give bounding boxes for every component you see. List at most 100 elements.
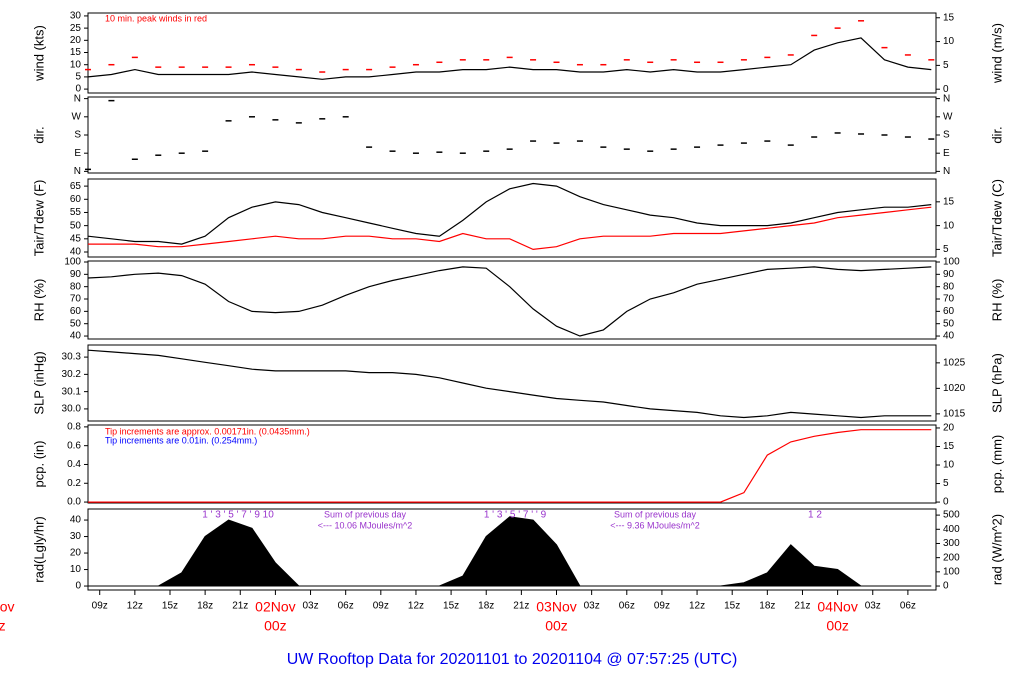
y-tick-label: 15 bbox=[70, 47, 82, 58]
y-tick-label: 30.0 bbox=[62, 404, 82, 415]
y-tick-label: 45 bbox=[70, 233, 82, 244]
day-label: 04Nov bbox=[817, 599, 857, 615]
y-tick-label: 0.4 bbox=[67, 459, 81, 470]
y2-tick-label: 60 bbox=[943, 306, 955, 317]
x-tick-label: 09z bbox=[654, 601, 670, 612]
y-tick-label: W bbox=[72, 111, 82, 122]
y2-tick-label: 1015 bbox=[943, 408, 966, 419]
x-tick-label: 12z bbox=[408, 601, 424, 612]
y2-tick-label: 20 bbox=[943, 423, 955, 434]
y-tick-label: 0 bbox=[75, 581, 81, 592]
panel-frame bbox=[87, 344, 937, 422]
y2-tick-label: 10 bbox=[943, 36, 955, 47]
y-tick-label: 100 bbox=[64, 257, 81, 268]
y2-tick-label: 400 bbox=[943, 524, 960, 535]
x-tick-label: 06z bbox=[619, 601, 635, 612]
y-tick-label: 40 bbox=[70, 247, 82, 258]
y2-tick-label: 10 bbox=[943, 220, 955, 231]
y-tick-label: 0.2 bbox=[67, 478, 81, 489]
y-tick-label: S bbox=[74, 130, 81, 141]
x-tick-label: 09z bbox=[92, 601, 108, 612]
y2-tick-label: 15 bbox=[943, 196, 955, 207]
y2-tick-label: 15 bbox=[943, 441, 955, 452]
x-tick-label: 09z bbox=[373, 601, 389, 612]
panel-frame bbox=[87, 96, 937, 174]
x-tick-label: 18z bbox=[197, 601, 213, 612]
y-tick-label: 20 bbox=[70, 548, 82, 559]
x-tick-label: 03z bbox=[584, 601, 600, 612]
y-tick-label: 0.6 bbox=[67, 440, 81, 451]
y-axis-label: SLP (inHg) bbox=[31, 351, 46, 414]
y2-tick-label: 70 bbox=[943, 294, 955, 305]
x-tick-label: 06z bbox=[900, 601, 916, 612]
x-tick-label: 03z bbox=[865, 601, 881, 612]
day-time-label: 00z bbox=[0, 618, 6, 634]
annotation: Sum of previous day bbox=[614, 509, 697, 519]
y-axis-label: RH (%) bbox=[31, 279, 46, 322]
panel-frame bbox=[87, 260, 937, 340]
y2-axis-label: Tair/Tdew (C) bbox=[989, 179, 1004, 257]
y-axis-label: dir. bbox=[31, 126, 46, 143]
day-label: 02Nov bbox=[255, 599, 295, 615]
annotation: <--- 10.06 MJoules/m^2 bbox=[318, 520, 413, 530]
y-tick-label: 50 bbox=[70, 318, 82, 329]
y-axis-label: pcp. (in) bbox=[31, 441, 46, 488]
y2-tick-label: N bbox=[943, 93, 950, 104]
annotation: 10 min. peak winds in red bbox=[105, 13, 207, 23]
x-tick-label: 15z bbox=[724, 601, 740, 612]
x-tick-label: 06z bbox=[338, 601, 354, 612]
y2-axis-label: dir. bbox=[989, 126, 1004, 143]
x-tick-label: 18z bbox=[478, 601, 494, 612]
y2-tick-label: W bbox=[943, 111, 953, 122]
day-time-label: 00z bbox=[826, 618, 849, 634]
y2-axis-label: wind (m/s) bbox=[989, 23, 1004, 84]
y2-tick-label: 300 bbox=[943, 538, 960, 549]
y-tick-label: 55 bbox=[70, 207, 82, 218]
y-tick-label: 10 bbox=[70, 564, 82, 575]
annotation: <--- 9.36 MJoules/m^2 bbox=[610, 520, 700, 530]
y2-tick-label: 100 bbox=[943, 566, 960, 577]
y2-tick-label: 5 bbox=[943, 478, 949, 489]
series-line bbox=[87, 182, 932, 245]
day-time-label: 00z bbox=[264, 618, 287, 634]
y-tick-label: E bbox=[74, 148, 81, 159]
y2-axis-label: pcp. (mm) bbox=[989, 435, 1004, 494]
x-tick-label: 12z bbox=[689, 601, 705, 612]
x-tick-label: 15z bbox=[162, 601, 178, 612]
y2-tick-label: 500 bbox=[943, 510, 960, 521]
y-axis-label: Tair/Tdew (F) bbox=[31, 180, 46, 257]
y-tick-label: 0.8 bbox=[67, 422, 81, 433]
x-tick-label: 21z bbox=[794, 601, 810, 612]
y2-tick-label: 200 bbox=[943, 552, 960, 563]
y2-axis-label: rad (W/m^2) bbox=[989, 514, 1004, 585]
y-tick-label: 65 bbox=[70, 181, 82, 192]
y2-axis-label: SLP (hPa) bbox=[989, 353, 1004, 413]
series-line bbox=[87, 37, 932, 80]
x-tick-label: 18z bbox=[759, 601, 775, 612]
y2-tick-label: N bbox=[943, 166, 950, 177]
y2-tick-label: 10 bbox=[943, 460, 955, 471]
y2-tick-label: 40 bbox=[943, 331, 955, 342]
y-tick-label: 90 bbox=[70, 269, 82, 280]
day-label: 03Nov bbox=[536, 599, 576, 615]
y-tick-label: 30 bbox=[70, 11, 82, 22]
x-tick-label: 21z bbox=[513, 601, 529, 612]
y-tick-label: 20 bbox=[70, 35, 82, 46]
y-tick-label: 60 bbox=[70, 194, 82, 205]
y-tick-label: 40 bbox=[70, 331, 82, 342]
y-tick-label: 30 bbox=[70, 531, 82, 542]
y2-tick-label: 0 bbox=[943, 581, 949, 592]
y-tick-label: 80 bbox=[70, 281, 82, 292]
y-tick-label: 30.3 bbox=[62, 352, 82, 363]
annotation: Tip increments are approx. 0.00171in. (0… bbox=[105, 426, 310, 436]
y-tick-label: 40 bbox=[70, 515, 82, 526]
y2-tick-label: S bbox=[943, 130, 950, 141]
day-label: 01Nov bbox=[0, 599, 15, 615]
y2-tick-label: 5 bbox=[943, 60, 949, 71]
panel-frame bbox=[87, 178, 937, 258]
y2-tick-label: 100 bbox=[943, 257, 960, 268]
y-axis-label: rad(Lgly/hr) bbox=[31, 516, 46, 582]
x-tick-label: 15z bbox=[443, 601, 459, 612]
y-tick-label: 50 bbox=[70, 220, 82, 231]
